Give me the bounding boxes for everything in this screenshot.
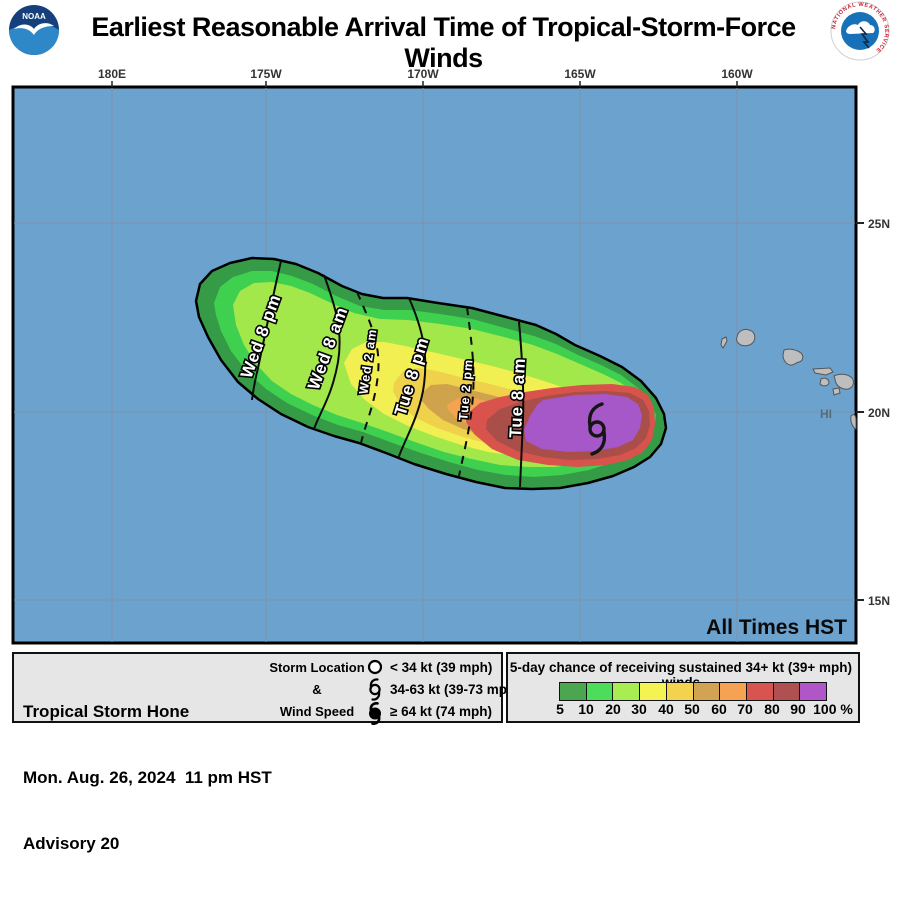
contour-wed-8am: [313, 274, 341, 430]
contour-tue-8pm: [397, 297, 427, 460]
island-molokai: [812, 367, 834, 376]
symbol-heading-1: Storm Location: [269, 660, 365, 675]
legend-tick-80: 80: [764, 701, 780, 717]
legend-cell-80: [773, 683, 801, 700]
island-kahoolawe: [832, 387, 841, 396]
legend-cell-40: [666, 683, 694, 700]
legend-cell-60: [720, 683, 747, 700]
nws-logo: NATIONAL WEATHER SERVICE: [830, 1, 890, 61]
island-niihau: [720, 336, 728, 349]
legend-cell-10: [586, 683, 614, 700]
axis-label-165W: 165W: [564, 67, 596, 81]
axis-label-25N: 25N: [868, 217, 890, 231]
legend-cell-70: [746, 683, 774, 700]
legend-cell-5: [560, 683, 587, 700]
storm-advisory: Advisory 20: [23, 834, 120, 853]
island-hawaii-edge: [850, 414, 857, 430]
contour-wed-2am: [356, 291, 380, 444]
top-axis-ticks: [111, 81, 738, 87]
legend-tick-5: 5: [556, 701, 564, 717]
axis-label-170W: 170W: [407, 67, 439, 81]
noaa-logo-sea: [9, 23, 59, 55]
probability-legend-box: 5-day chance of receiving sustained 34+ …: [506, 652, 860, 723]
legend-cell-30: [640, 683, 667, 700]
arrival-time-contours: [251, 260, 525, 488]
axis-label-20N: 20N: [868, 406, 890, 420]
island-maui: [833, 373, 854, 390]
legend-tick-70: 70: [737, 701, 753, 717]
legend-cell-20: [613, 683, 641, 700]
noaa-wind-arrival-graphic: { "header": { "title": "Earliest Reasona…: [9, 1, 891, 853]
contour-wed-8pm: [251, 260, 282, 401]
hurricane-legend-icon: [369, 702, 381, 725]
page-title: Earliest Reasonable Arrival Time of Trop…: [91, 12, 796, 73]
island-lanai: [819, 377, 830, 387]
legend-tick-90: 90: [790, 701, 806, 717]
label-tue-2pm: Tue 2 pm: [456, 358, 475, 421]
noaa-gull-icon: [14, 23, 54, 35]
legend-tick-100: 100 %: [813, 701, 853, 717]
right-axis-ticks: [856, 222, 864, 601]
legend-cell-50: [693, 683, 721, 700]
legend-tick-30: 30: [631, 701, 647, 717]
legend-color-bar: [559, 682, 827, 701]
contour-tue-8am: [518, 321, 525, 488]
storm-datetime: Mon. Aug. 26, 2024 11 pm HST: [23, 768, 272, 787]
axis-label-15N: 15N: [868, 594, 890, 608]
hawaii-label: HI: [820, 407, 832, 421]
legend-cell-90: [800, 683, 827, 700]
axis-label-160W: 160W: [721, 67, 753, 81]
wind-probability-swath: [194, 256, 668, 491]
axis-label-180E: 180E: [98, 67, 126, 81]
island-kauai: [736, 328, 756, 347]
tropical-storm-legend-icon: [369, 678, 381, 701]
forecast-map: 180E 175W 170W 165W 160W 25N 20N 15N Wed…: [11, 67, 890, 645]
noaa-logo: NOAA: [9, 5, 59, 55]
symbol-heading-2: &: [312, 682, 322, 697]
tropical-storm-icon: [587, 402, 607, 456]
hawaiian-islands: [720, 328, 857, 430]
band-90pct: [524, 394, 642, 452]
legend-tick-40: 40: [658, 701, 674, 717]
legend-tick-60: 60: [711, 701, 727, 717]
times-note: All Times HST: [706, 616, 847, 639]
symbol-label-34-63: 34-63 kt (39-73 mph): [390, 682, 520, 697]
storm-info-box: Tropical Storm Hone Mon. Aug. 26, 2024 1…: [12, 652, 520, 853]
storm-name: Tropical Storm Hone: [23, 702, 190, 721]
disturbance-icon: [367, 659, 383, 675]
island-oahu: [782, 348, 804, 366]
storm-info-lines: Tropical Storm Hone Mon. Aug. 26, 2024 1…: [23, 657, 272, 899]
axis-label-175W: 175W: [250, 67, 282, 81]
symbol-label-lt34: < 34 kt (39 mph): [390, 660, 493, 675]
map-ocean: [11, 85, 858, 645]
legend-tick-10: 10: [578, 701, 594, 717]
legend-tick-50: 50: [684, 701, 700, 717]
symbol-heading-3: Wind Speed: [279, 704, 355, 719]
symbol-label-ge64: ≥ 64 kt (74 mph): [390, 704, 492, 719]
nws-lightning-icon: [859, 26, 870, 49]
legend-tick-20: 20: [605, 701, 621, 717]
noaa-logo-text: NOAA: [22, 12, 46, 21]
